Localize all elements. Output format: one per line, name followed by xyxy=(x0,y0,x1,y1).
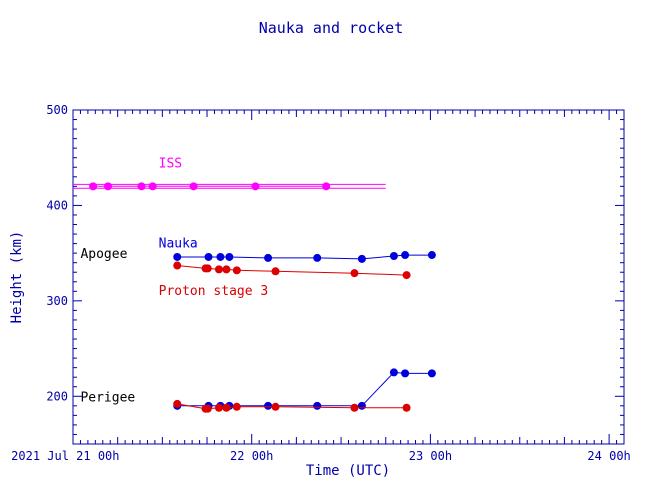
data-point-proton-stage-3 xyxy=(350,403,359,412)
data-point-nauka xyxy=(401,251,410,260)
data-point-iss xyxy=(103,182,112,191)
annotation-perigee: Perigee xyxy=(80,390,135,405)
data-point-proton-stage-3 xyxy=(203,404,212,413)
series-line-proton-stage-3 xyxy=(177,265,407,276)
y-tick-label: 300 xyxy=(46,294,68,308)
data-point-iss xyxy=(148,182,157,191)
data-point-iss xyxy=(322,182,331,191)
chart-title: Nauka and rocket xyxy=(259,19,404,37)
annotation-layer: Apogee Perigee xyxy=(80,247,135,405)
series-proton-stage-3: Proton stage 3 xyxy=(159,261,411,413)
series-line-nauka xyxy=(177,254,432,260)
data-point-nauka xyxy=(264,253,273,262)
data-point-nauka xyxy=(357,401,366,410)
data-point-nauka xyxy=(264,401,273,410)
data-point-iss xyxy=(189,182,198,191)
y-axis-ticks: 200 300 400 500 xyxy=(46,103,624,435)
x-axis-ticks: 2021 Jul 21 00h 22 00h 23 00h 24 00h xyxy=(11,110,631,463)
data-point-nauka xyxy=(204,252,213,261)
data-point-nauka xyxy=(173,252,182,261)
data-point-nauka xyxy=(389,368,398,377)
series-iss: ISS xyxy=(73,156,386,191)
data-point-proton-stage-3 xyxy=(214,265,223,274)
data-point-proton-stage-3 xyxy=(203,264,212,273)
data-point-proton-stage-3 xyxy=(232,402,241,411)
data-point-nauka xyxy=(216,252,225,261)
y-axis-label: Height (km) xyxy=(9,231,25,324)
series-nauka: Nauka xyxy=(159,236,436,410)
series-label-iss: ISS xyxy=(159,156,182,171)
data-point-proton-stage-3 xyxy=(214,403,223,412)
data-point-iss xyxy=(89,182,98,191)
data-point-nauka xyxy=(401,369,410,378)
data-point-nauka xyxy=(225,252,234,261)
data-point-proton-stage-3 xyxy=(222,265,231,274)
series-line-nauka xyxy=(177,371,432,407)
series-label-nauka: Nauka xyxy=(159,236,198,251)
data-point-nauka xyxy=(389,252,398,261)
data-point-iss xyxy=(137,182,146,191)
data-point-proton-stage-3 xyxy=(350,269,359,278)
y-tick-label: 400 xyxy=(46,198,68,212)
data-point-proton-stage-3 xyxy=(402,403,411,412)
x-tick-label: 2021 Jul 21 00h xyxy=(11,449,119,463)
y-tick-label: 200 xyxy=(46,389,68,403)
data-point-nauka xyxy=(357,254,366,263)
annotation-apogee: Apogee xyxy=(80,247,127,262)
data-point-proton-stage-3 xyxy=(222,403,231,412)
plot-frame xyxy=(72,109,625,445)
data-point-proton-stage-3 xyxy=(232,266,241,275)
data-point-nauka xyxy=(313,253,322,262)
y-tick-label: 500 xyxy=(46,103,68,117)
data-point-nauka xyxy=(427,251,436,260)
x-axis-label: Time (UTC) xyxy=(306,463,390,479)
data-point-proton-stage-3 xyxy=(271,267,280,276)
x-tick-label: 22 00h xyxy=(230,449,273,463)
data-point-iss xyxy=(251,182,260,191)
data-point-proton-stage-3 xyxy=(271,402,280,411)
data-point-proton-stage-3 xyxy=(173,261,182,270)
data-point-proton-stage-3 xyxy=(402,271,411,280)
series-layer: ISS Nauka Proton stage 3 xyxy=(73,156,436,413)
data-point-proton-stage-3 xyxy=(173,399,182,408)
x-tick-label: 23 00h xyxy=(409,449,452,463)
data-point-nauka xyxy=(313,401,322,410)
data-point-nauka xyxy=(427,369,436,378)
x-tick-label: 24 00h xyxy=(587,449,630,463)
series-label-proton-stage-3: Proton stage 3 xyxy=(159,284,269,299)
